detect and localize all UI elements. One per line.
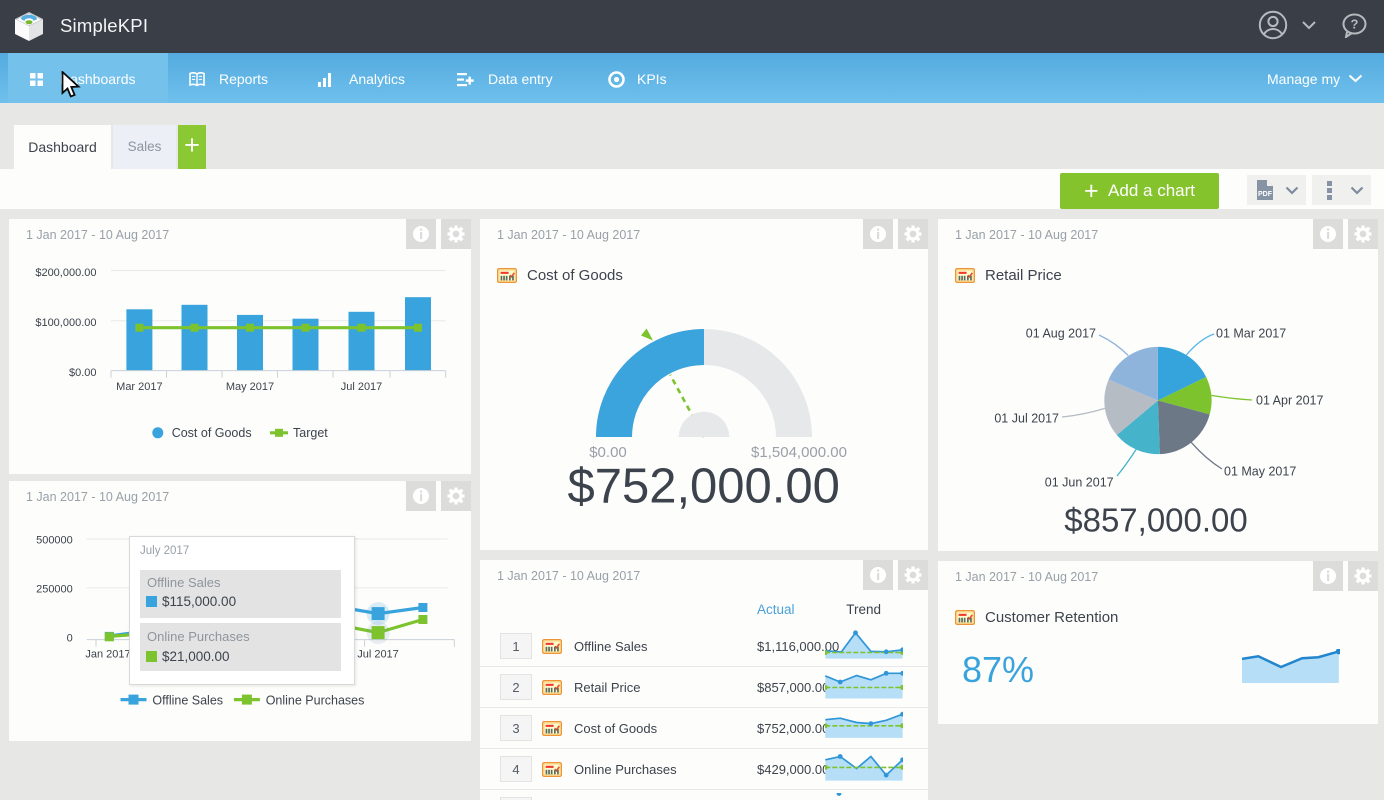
svg-text:Jul 2017: Jul 2017 [341,381,383,393]
svg-text:Target: Target [293,426,328,440]
svg-text:Cost of Goods: Cost of Goods [172,426,252,440]
svg-text:01 Apr 2017: 01 Apr 2017 [1256,394,1323,408]
svg-text:01 Jul 2017: 01 Jul 2017 [994,412,1059,426]
svg-text:?: ? [1351,17,1359,32]
svg-text:$0.00: $0.00 [69,367,97,379]
svg-text:01 May 2017: 01 May 2017 [1224,465,1296,479]
svg-text:Mar 2017: Mar 2017 [116,381,162,393]
svg-text:01 Aug 2017: 01 Aug 2017 [1026,327,1096,341]
svg-text:$0.00: $0.00 [589,444,627,461]
svg-text:Jul 2017: Jul 2017 [357,649,399,661]
svg-text:0: 0 [67,632,73,644]
svg-text:May 2017: May 2017 [226,381,274,393]
svg-text:01 Jun 2017: 01 Jun 2017 [1045,476,1114,490]
svg-text:PDF: PDF [1258,191,1273,198]
svg-text:250000: 250000 [36,583,73,595]
svg-text:01 Mar 2017: 01 Mar 2017 [1216,327,1286,341]
svg-text:$200,000.00: $200,000.00 [35,267,96,279]
svg-text:$1,504,000.00: $1,504,000.00 [751,444,847,461]
svg-text:Offline Sales: Offline Sales [152,693,223,707]
svg-text:Online Purchases: Online Purchases [266,693,365,707]
svg-text:$752,000.00: $752,000.00 [567,460,840,514]
svg-text:$857,000.00: $857,000.00 [1064,502,1248,539]
svg-text:$100,000.00: $100,000.00 [35,317,96,329]
svg-text:Jan 2017: Jan 2017 [85,649,130,661]
svg-text:500000: 500000 [36,535,73,547]
